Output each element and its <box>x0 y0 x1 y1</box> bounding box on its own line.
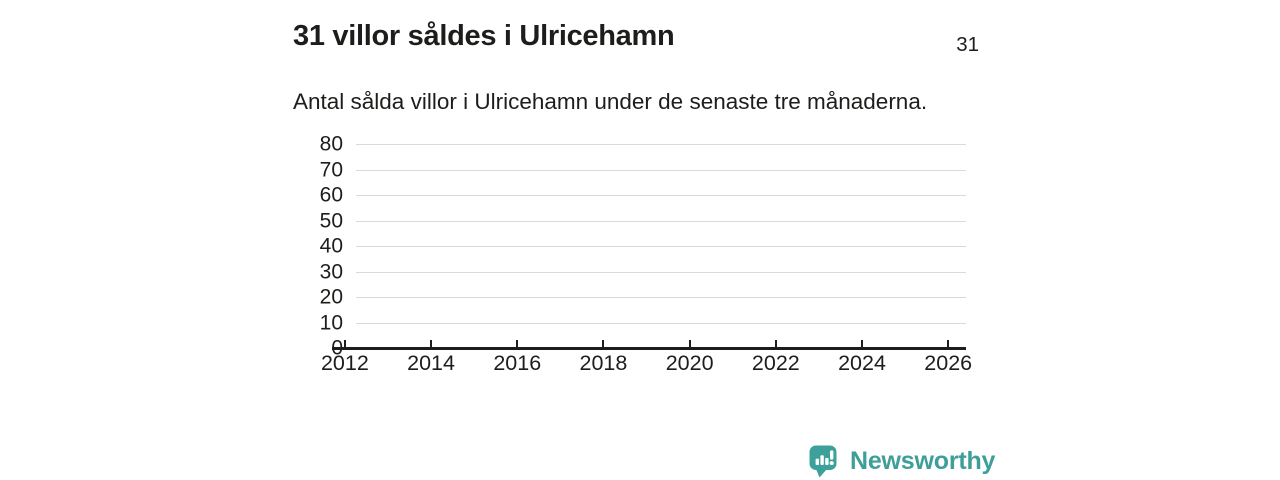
gridline-y-30 <box>356 271 966 273</box>
y-axis-labels: 01020304050607080 <box>293 134 343 359</box>
x-axis-label-2016: 2016 <box>493 351 542 375</box>
x-tick-2026 <box>947 340 950 347</box>
gridline-y-70 <box>356 169 966 171</box>
x-tick-2024 <box>861 340 864 347</box>
gridline-y-40 <box>356 246 966 247</box>
y-axis-label-80: 80 <box>319 132 343 156</box>
y-axis-label-20: 20 <box>319 285 343 309</box>
y-axis-label-60: 60 <box>319 183 343 207</box>
x-axis-label-2026: 2026 <box>924 351 973 375</box>
x-axis-label-2024: 2024 <box>838 351 886 375</box>
y-axis-label-40: 40 <box>319 234 343 258</box>
chart-subtitle: Antal sålda villor i Ulricehamn under de… <box>293 88 928 114</box>
gridline-y-50 <box>356 220 966 222</box>
x-tick-2016 <box>516 340 519 347</box>
gridline-y-60 <box>356 195 966 196</box>
x-tick-2018 <box>602 340 605 347</box>
x-tick-2022 <box>774 340 777 347</box>
gridline-y-80 <box>356 144 966 145</box>
gridline-y-20 <box>356 297 966 298</box>
x-axis-label-2014: 2014 <box>407 351 455 375</box>
x-axis-label-2012: 2012 <box>320 351 369 375</box>
y-axis-label-30: 30 <box>319 260 343 283</box>
current-value-label: 31 <box>953 34 982 57</box>
y-axis-label-70: 70 <box>319 158 343 181</box>
y-axis-label-50: 50 <box>319 209 343 232</box>
x-axis-label-2018: 2018 <box>579 351 628 375</box>
plot-area: 31 <box>332 34 982 350</box>
x-axis-label-2022: 2022 <box>751 351 800 375</box>
x-axis-ticks: 2012 2014 2016 2018 2020 2022 2024 2026 <box>300 338 972 384</box>
x-axis-label-2020: 2020 <box>665 351 714 375</box>
gridline-y-10 <box>356 322 966 324</box>
chart-title: 31 villor såldes i Ulricehamn <box>293 20 675 53</box>
bar-chart: 01020304050607080 31 2012201420162018202… <box>293 34 983 394</box>
x-tick-2012 <box>343 340 346 347</box>
x-tick-2014 <box>430 340 433 347</box>
newsworthy-speech-bubble-chart-icon <box>808 444 841 479</box>
newsworthy-logo[interactable]: Newsworthy <box>808 444 995 479</box>
newsworthy-logo-text: Newsworthy <box>850 447 996 475</box>
x-tick-2020 <box>688 340 691 347</box>
y-axis-label-10: 10 <box>319 311 343 334</box>
x-axis-line <box>332 347 966 350</box>
